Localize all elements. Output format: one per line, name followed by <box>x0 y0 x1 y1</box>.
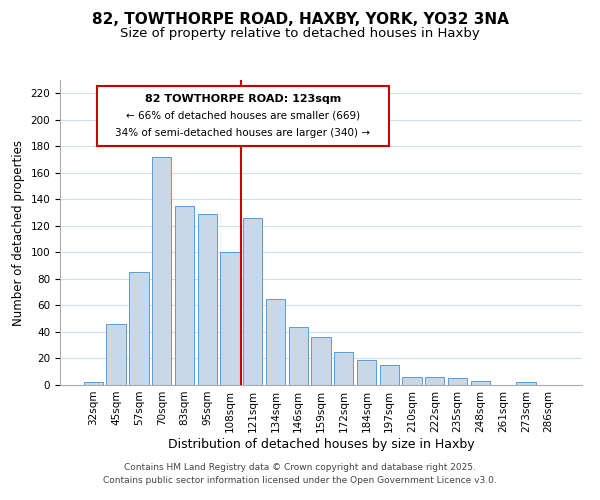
Bar <box>448 378 467 385</box>
Bar <box>516 382 536 385</box>
Bar <box>311 338 331 385</box>
Bar <box>220 252 239 385</box>
Text: Contains public sector information licensed under the Open Government Licence v3: Contains public sector information licen… <box>103 476 497 485</box>
Bar <box>197 214 217 385</box>
Bar <box>84 382 103 385</box>
Bar <box>334 352 353 385</box>
Text: Contains HM Land Registry data © Crown copyright and database right 2025.: Contains HM Land Registry data © Crown c… <box>124 464 476 472</box>
Bar <box>106 324 126 385</box>
Bar <box>266 299 285 385</box>
Bar <box>152 157 172 385</box>
Text: ← 66% of detached houses are smaller (669): ← 66% of detached houses are smaller (66… <box>125 111 360 121</box>
Text: 34% of semi-detached houses are larger (340) →: 34% of semi-detached houses are larger (… <box>115 128 370 138</box>
Bar <box>425 377 445 385</box>
Bar <box>403 377 422 385</box>
X-axis label: Distribution of detached houses by size in Haxby: Distribution of detached houses by size … <box>167 438 475 450</box>
Bar <box>380 365 399 385</box>
Bar <box>289 326 308 385</box>
Bar <box>243 218 262 385</box>
Bar <box>175 206 194 385</box>
Text: 82 TOWTHORPE ROAD: 123sqm: 82 TOWTHORPE ROAD: 123sqm <box>145 94 341 104</box>
Text: 82, TOWTHORPE ROAD, HAXBY, YORK, YO32 3NA: 82, TOWTHORPE ROAD, HAXBY, YORK, YO32 3N… <box>92 12 508 28</box>
Bar <box>129 272 149 385</box>
Y-axis label: Number of detached properties: Number of detached properties <box>12 140 25 326</box>
Bar <box>357 360 376 385</box>
FancyBboxPatch shape <box>97 86 389 146</box>
Text: Size of property relative to detached houses in Haxby: Size of property relative to detached ho… <box>120 28 480 40</box>
Bar <box>470 381 490 385</box>
